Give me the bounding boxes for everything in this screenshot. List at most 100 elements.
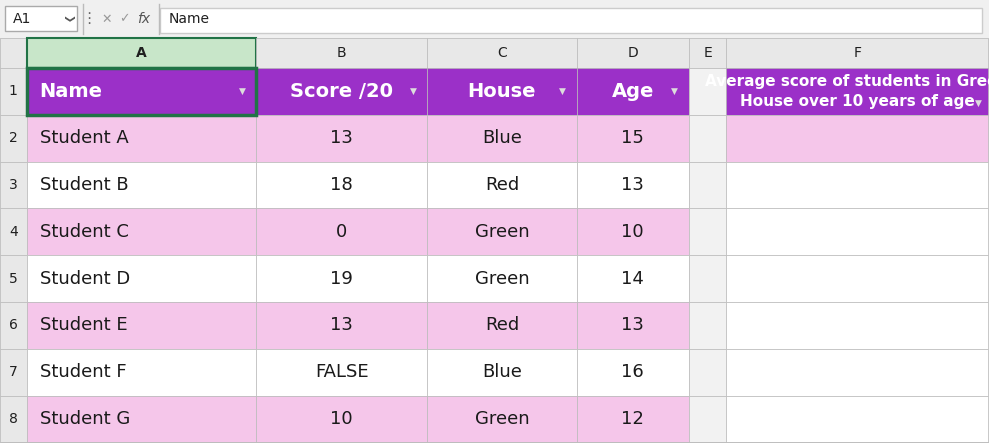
Text: ▼: ▼ — [974, 99, 981, 108]
Text: 5: 5 — [9, 272, 18, 286]
FancyBboxPatch shape — [0, 349, 27, 396]
Text: Student E: Student E — [40, 316, 128, 334]
FancyBboxPatch shape — [577, 349, 689, 396]
Text: 16: 16 — [621, 363, 644, 381]
FancyBboxPatch shape — [27, 39, 256, 68]
FancyBboxPatch shape — [27, 302, 256, 349]
FancyBboxPatch shape — [689, 396, 726, 443]
Text: ⋮: ⋮ — [81, 12, 97, 27]
FancyBboxPatch shape — [577, 68, 689, 115]
FancyBboxPatch shape — [256, 396, 427, 443]
Text: D: D — [627, 46, 638, 60]
FancyBboxPatch shape — [256, 349, 427, 396]
FancyBboxPatch shape — [256, 68, 427, 115]
FancyBboxPatch shape — [577, 115, 689, 162]
FancyBboxPatch shape — [27, 162, 256, 208]
Text: F: F — [854, 46, 861, 60]
Text: 13: 13 — [330, 316, 353, 334]
Text: Green: Green — [475, 223, 529, 241]
Text: 2: 2 — [9, 131, 18, 145]
Text: A1: A1 — [13, 12, 32, 26]
Text: 1: 1 — [9, 85, 18, 98]
FancyBboxPatch shape — [577, 396, 689, 443]
Text: Blue: Blue — [482, 363, 522, 381]
FancyBboxPatch shape — [0, 115, 27, 162]
Text: ✕: ✕ — [102, 12, 112, 26]
FancyBboxPatch shape — [427, 302, 577, 349]
Text: Student G: Student G — [40, 410, 130, 428]
FancyBboxPatch shape — [689, 255, 726, 302]
Text: 4: 4 — [9, 225, 18, 239]
Text: 0: 0 — [336, 223, 347, 241]
FancyBboxPatch shape — [726, 39, 988, 68]
Text: Student F: Student F — [40, 363, 127, 381]
Text: Student C: Student C — [40, 223, 129, 241]
FancyBboxPatch shape — [577, 302, 689, 349]
FancyBboxPatch shape — [0, 208, 27, 255]
Text: 19: 19 — [330, 270, 353, 288]
FancyBboxPatch shape — [0, 0, 989, 39]
Text: ❯: ❯ — [63, 15, 73, 23]
FancyBboxPatch shape — [5, 7, 77, 31]
Text: 10: 10 — [621, 223, 644, 241]
FancyBboxPatch shape — [427, 115, 577, 162]
Text: 3: 3 — [9, 178, 18, 192]
Text: ✓: ✓ — [119, 12, 130, 26]
Text: 8: 8 — [9, 412, 18, 426]
Text: Name: Name — [169, 12, 210, 26]
FancyBboxPatch shape — [427, 396, 577, 443]
FancyBboxPatch shape — [256, 115, 427, 162]
FancyBboxPatch shape — [726, 396, 988, 443]
Text: A: A — [135, 46, 146, 60]
FancyBboxPatch shape — [0, 162, 27, 208]
Text: 14: 14 — [621, 270, 644, 288]
Text: 13: 13 — [621, 176, 644, 194]
Text: B: B — [337, 46, 346, 60]
FancyBboxPatch shape — [726, 349, 988, 396]
FancyBboxPatch shape — [689, 349, 726, 396]
FancyBboxPatch shape — [256, 208, 427, 255]
FancyBboxPatch shape — [726, 208, 988, 255]
Text: Average score of students in Green
House over 10 years of age: Average score of students in Green House… — [705, 74, 989, 109]
Text: ▼: ▼ — [559, 87, 566, 96]
Text: C: C — [497, 46, 506, 60]
Text: Student D: Student D — [40, 270, 130, 288]
Text: 10: 10 — [330, 410, 353, 428]
Text: Age: Age — [611, 82, 654, 101]
FancyBboxPatch shape — [427, 68, 577, 115]
FancyBboxPatch shape — [27, 349, 256, 396]
FancyBboxPatch shape — [689, 39, 726, 68]
FancyBboxPatch shape — [689, 162, 726, 208]
FancyBboxPatch shape — [256, 255, 427, 302]
FancyBboxPatch shape — [0, 68, 27, 115]
FancyBboxPatch shape — [27, 255, 256, 302]
Text: 15: 15 — [621, 129, 644, 147]
FancyBboxPatch shape — [27, 115, 256, 162]
Text: Name: Name — [40, 82, 103, 101]
FancyBboxPatch shape — [726, 302, 988, 349]
FancyBboxPatch shape — [577, 255, 689, 302]
FancyBboxPatch shape — [726, 68, 988, 115]
Text: ▼: ▼ — [672, 87, 678, 96]
FancyBboxPatch shape — [0, 396, 27, 443]
Text: Blue: Blue — [482, 129, 522, 147]
Text: Score /20: Score /20 — [290, 82, 394, 101]
Text: 13: 13 — [330, 129, 353, 147]
Text: 12: 12 — [621, 410, 644, 428]
Text: FALSE: FALSE — [315, 363, 369, 381]
FancyBboxPatch shape — [27, 68, 256, 115]
FancyBboxPatch shape — [726, 255, 988, 302]
Text: 7: 7 — [9, 365, 18, 379]
FancyBboxPatch shape — [27, 208, 256, 255]
FancyBboxPatch shape — [0, 302, 27, 349]
FancyBboxPatch shape — [0, 255, 27, 302]
Text: Student A: Student A — [40, 129, 129, 147]
FancyBboxPatch shape — [577, 39, 689, 68]
FancyBboxPatch shape — [689, 208, 726, 255]
FancyBboxPatch shape — [427, 255, 577, 302]
Text: fx: fx — [137, 12, 150, 26]
Text: Red: Red — [485, 316, 519, 334]
FancyBboxPatch shape — [427, 208, 577, 255]
Text: Red: Red — [485, 176, 519, 194]
FancyBboxPatch shape — [27, 396, 256, 443]
